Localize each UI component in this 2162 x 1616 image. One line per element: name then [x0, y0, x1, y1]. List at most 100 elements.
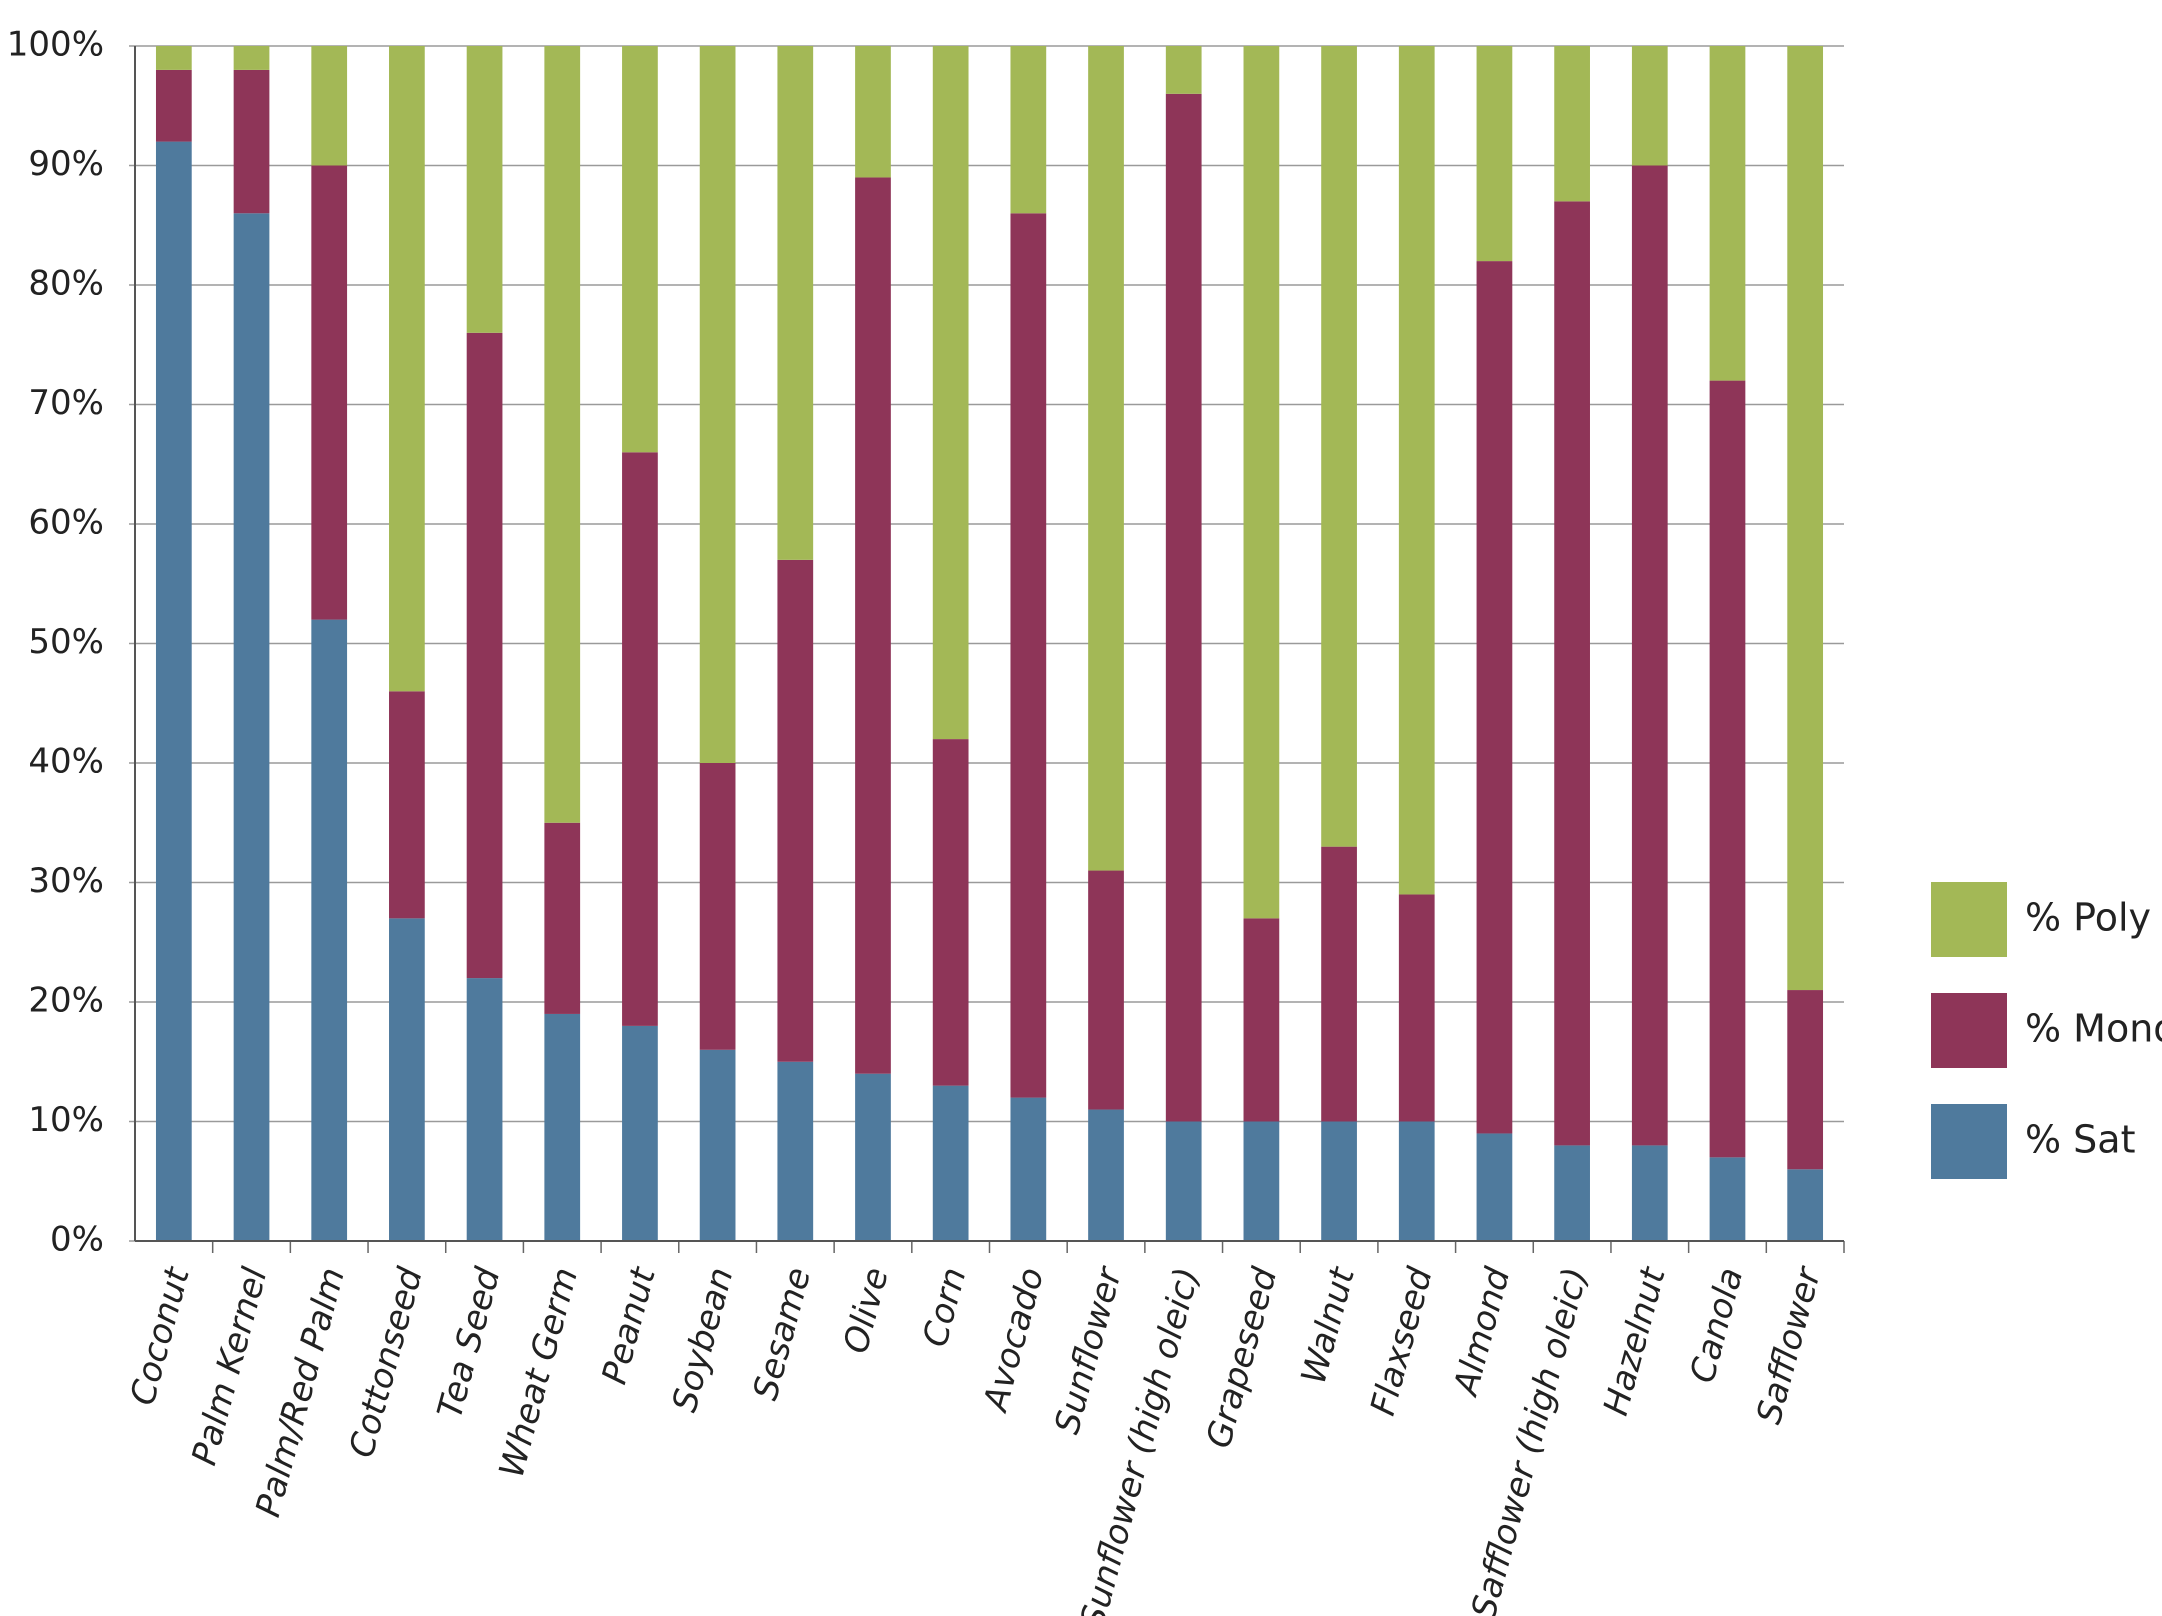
y-tick-label: 40% [28, 742, 104, 782]
bar-segment [1010, 1097, 1047, 1241]
bar-segment [1321, 1121, 1357, 1241]
bar-segment [1243, 918, 1280, 1122]
bar-segment [932, 46, 969, 740]
bar-segment [777, 1061, 814, 1241]
bar-segment [1631, 46, 1668, 166]
x-tick-label: Safflower [1749, 1261, 1830, 1428]
bar-segment [622, 452, 658, 1026]
bar-segment [699, 1049, 736, 1241]
bar-segment [155, 141, 192, 1242]
bar-segment [1398, 894, 1435, 1122]
bar-segment [1709, 1157, 1746, 1241]
bar-segment [544, 46, 581, 823]
bar-segment [622, 1025, 658, 1241]
x-tick-label: Coconut [123, 1262, 198, 1410]
x-tick-label: Canola [1682, 1263, 1751, 1387]
x-tick-label: Grapeseed [1199, 1263, 1286, 1452]
legend-label: % Mono [2025, 1007, 2162, 1051]
bar-segment [1010, 46, 1047, 214]
bar-segment [932, 739, 969, 1086]
x-tick-label: Avocado [975, 1263, 1052, 1416]
bar-segment [1787, 46, 1824, 991]
bar-segment [311, 619, 348, 1241]
bar-segment [1476, 261, 1513, 1134]
bar-segment [1554, 1145, 1590, 1241]
bar-segment [1787, 990, 1824, 1170]
x-tick-label: Corn [915, 1263, 974, 1351]
bar-segment [155, 69, 192, 142]
x-tick-label: Wheat Germ [492, 1263, 586, 1481]
y-tick-label: 80% [28, 264, 104, 304]
bar-segment [466, 978, 503, 1241]
y-tick-label: 50% [28, 622, 104, 662]
bar-segment [699, 46, 736, 763]
y-tick-label: 60% [28, 503, 104, 543]
x-tick-label: Sunflower [1047, 1261, 1130, 1438]
x-tick-label: Hazelnut [1596, 1262, 1674, 1420]
bar-segment [1631, 1145, 1668, 1241]
bar-segment [1165, 46, 1202, 94]
bar-segment [1709, 46, 1746, 381]
bar-segment [544, 1013, 581, 1241]
bar-segment [1476, 46, 1513, 262]
bar-segment [777, 559, 814, 1062]
bar-segment [1165, 1121, 1202, 1241]
bar-segment [311, 165, 348, 620]
bar-segment [622, 46, 658, 453]
bar-segment [1554, 46, 1590, 202]
bar-segment [1398, 46, 1435, 895]
bar-segment [389, 46, 425, 692]
bar-segment [1398, 1121, 1435, 1241]
x-tick-label: Tea Seed [430, 1263, 509, 1423]
bar-segment [777, 46, 814, 560]
bar-segment [1554, 201, 1590, 1146]
legend-swatch [1931, 993, 2007, 1068]
bar-segment [311, 46, 348, 166]
x-tick-label: Walnut [1294, 1262, 1364, 1388]
bar-segment [932, 1085, 969, 1241]
x-tick-label: Almond [1446, 1263, 1519, 1401]
bar-segment [466, 46, 503, 333]
bar-segment [1709, 380, 1746, 1158]
legend-label: % Sat [2025, 1118, 2136, 1162]
bar-segment [544, 822, 581, 1014]
bar-segment [233, 69, 270, 214]
y-tick-label: 70% [28, 383, 104, 423]
bar-segment [1088, 46, 1124, 871]
bar-segment [1631, 165, 1668, 1146]
x-tick-label: Soybean [665, 1263, 742, 1416]
legend-swatch [1931, 1104, 2007, 1179]
legend-label: % Poly [2025, 896, 2151, 940]
bar-segment [1321, 46, 1357, 847]
bar-segment [1243, 1121, 1280, 1241]
x-tick-label: Peanut [594, 1262, 664, 1389]
x-tick-label: Olive [836, 1263, 897, 1357]
x-tick-label: Cottonseed [342, 1263, 431, 1462]
y-tick-label: 20% [28, 981, 104, 1021]
bar-segment [1476, 1133, 1513, 1241]
bar-segment [389, 691, 425, 919]
bar-segment [233, 213, 270, 1241]
bar-segment [1321, 846, 1357, 1122]
y-tick-label: 90% [28, 144, 104, 184]
x-tick-label: Sesame [746, 1263, 820, 1404]
bar-segment [1088, 1109, 1124, 1241]
bar-segment [155, 46, 192, 70]
legend-swatch [1931, 882, 2007, 957]
bar-segment [389, 918, 425, 1241]
bar-segment [1787, 1169, 1824, 1241]
y-tick-label: 10% [28, 1100, 104, 1140]
x-tick-label: Flaxseed [1363, 1263, 1441, 1420]
bar-segment [1010, 213, 1047, 1098]
bar-segment [466, 332, 503, 979]
x-tick-label: Palm Kernel [184, 1263, 275, 1470]
bar-segment [1088, 870, 1124, 1110]
bar-segment [855, 46, 891, 178]
y-tick-label: 0% [50, 1220, 104, 1260]
bar-segment [855, 1073, 891, 1241]
bar-segment [855, 177, 891, 1074]
bar-segment [1243, 46, 1280, 919]
bar-segment [699, 763, 736, 1050]
bar-segment [1165, 93, 1202, 1122]
